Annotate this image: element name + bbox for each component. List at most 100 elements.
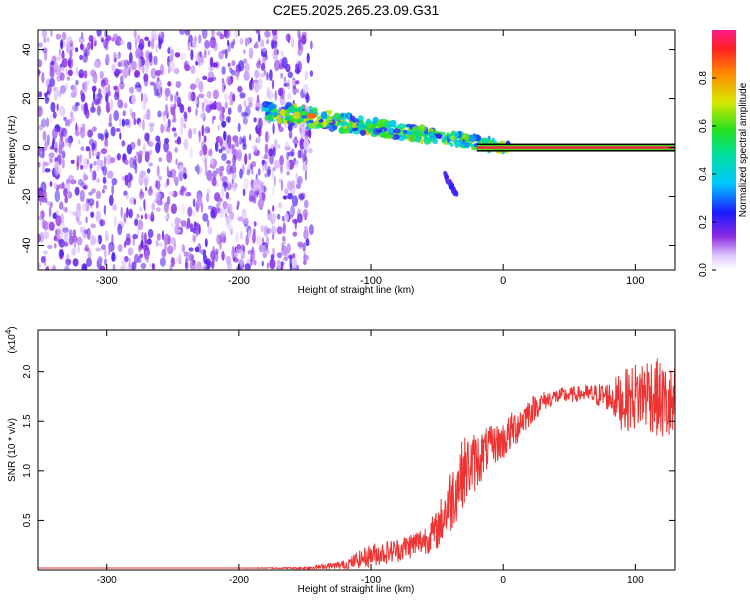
noise-blob-1233 — [99, 70, 104, 80]
noise-blob-508 — [183, 172, 188, 180]
noise-blob-148 — [55, 56, 62, 61]
noise-blob-860 — [175, 158, 178, 166]
noise-blob-1354 — [159, 31, 164, 39]
noise-blob-569 — [61, 31, 67, 41]
noise-blob-885 — [49, 202, 54, 208]
noise-blob-932 — [167, 47, 171, 54]
noise-blob-1381 — [149, 263, 152, 268]
noise-blob-1238 — [137, 138, 141, 147]
noise-blob-90 — [252, 232, 256, 244]
noise-blob-402 — [100, 148, 108, 155]
noise-blob-868 — [202, 213, 209, 222]
noise-blob-979 — [287, 181, 293, 191]
noise-blob-1002 — [38, 42, 43, 48]
noise-blob-645 — [218, 200, 222, 207]
noise-blob-1280 — [95, 190, 102, 200]
noise-blob-1042 — [80, 43, 84, 51]
noise-blob-4 — [111, 177, 118, 186]
noise-blob-256 — [73, 242, 77, 248]
spectrogram-x-tick-label: 100 — [626, 275, 644, 287]
noise-blob-863 — [70, 111, 74, 119]
noise-blob-964 — [286, 170, 290, 176]
noise-blob-632 — [256, 136, 261, 144]
noise-blob-771 — [227, 225, 234, 232]
noise-blob-1026 — [144, 151, 150, 163]
noise-blob-956 — [128, 52, 133, 64]
noise-blob-678 — [259, 73, 266, 78]
noise-blob-929 — [249, 133, 252, 141]
figure-title: C2E5.2025.265.23.09.G31 — [273, 2, 440, 18]
noise-blob-719 — [121, 259, 127, 268]
svg-text:(x104): (x104) — [4, 326, 18, 353]
noise-blob-1263 — [167, 81, 172, 87]
noise-blob-380 — [158, 175, 162, 181]
noise-blob-981 — [75, 102, 80, 107]
noise-blob-1129 — [248, 47, 254, 60]
band-blob-413 — [268, 103, 278, 110]
noise-blob-1145 — [221, 230, 226, 238]
noise-blob-454 — [297, 39, 302, 50]
noise-blob-1240 — [144, 36, 150, 41]
noise-blob-935 — [123, 190, 128, 196]
noise-blob-783 — [170, 106, 176, 116]
noise-blob-1161 — [194, 246, 200, 253]
noise-blob-157 — [183, 111, 187, 119]
noise-blob-1166 — [64, 132, 68, 142]
snr-x-tick-label: 100 — [627, 575, 644, 586]
noise-blob-1259 — [38, 70, 41, 75]
noise-blob-179 — [291, 195, 299, 207]
noise-blob-254 — [287, 192, 293, 200]
noise-blob-681 — [174, 147, 178, 153]
noise-blob-699 — [274, 90, 278, 101]
noise-blob-216 — [264, 160, 268, 172]
noise-blob-5 — [260, 225, 264, 232]
noise-blob-1304 — [88, 191, 93, 196]
noise-blob-184 — [157, 110, 162, 118]
noise-blob-411 — [256, 235, 262, 246]
noise-blob-1265 — [84, 102, 88, 113]
noise-blob-906 — [305, 155, 308, 166]
noise-blob-913 — [58, 48, 61, 57]
noise-blob-1347 — [180, 185, 185, 197]
branch-blob-29 — [451, 187, 456, 193]
band-blob-404 — [346, 112, 351, 121]
noise-blob-1184 — [64, 206, 68, 213]
noise-blob-1370 — [266, 72, 269, 81]
noise-blob-16 — [87, 129, 93, 138]
noise-blob-1266 — [103, 39, 108, 49]
noise-blob-549 — [221, 153, 227, 162]
noise-blob-70 — [243, 58, 248, 64]
noise-blob-1369 — [65, 258, 72, 266]
noise-blob-1125 — [266, 249, 270, 254]
noise-blob-1294 — [171, 222, 175, 228]
noise-blob-616 — [87, 249, 92, 261]
noise-blob-1200 — [72, 246, 76, 257]
noise-blob-969 — [203, 135, 207, 143]
noise-blob-561 — [71, 235, 78, 243]
noise-blob-484 — [117, 61, 122, 67]
noise-blob-997 — [103, 248, 107, 259]
noise-blob-769 — [134, 253, 139, 264]
noise-blob-1365 — [248, 228, 251, 240]
noise-blob-195 — [124, 255, 129, 263]
band-blob-386 — [314, 119, 319, 125]
noise-blob-1024 — [270, 213, 276, 225]
noise-blob-1320 — [210, 250, 216, 261]
noise-blob-1239 — [237, 60, 245, 72]
snr-scale-suffix: ) — [7, 326, 18, 329]
noise-blob-999 — [80, 164, 84, 170]
noise-blob-954 — [157, 200, 164, 206]
noise-blob-1142 — [209, 56, 214, 68]
noise-blob-364 — [171, 117, 177, 123]
noise-blob-667 — [297, 149, 302, 159]
noise-blob-864 — [261, 260, 264, 267]
noise-blob-1237 — [231, 145, 235, 155]
band-blob-393 — [417, 124, 427, 132]
noise-blob-1234 — [178, 171, 184, 182]
noise-blob-1192 — [280, 163, 283, 174]
noise-blob-967 — [183, 138, 189, 151]
band-blob-277 — [449, 142, 454, 147]
noise-blob-75 — [76, 65, 78, 76]
